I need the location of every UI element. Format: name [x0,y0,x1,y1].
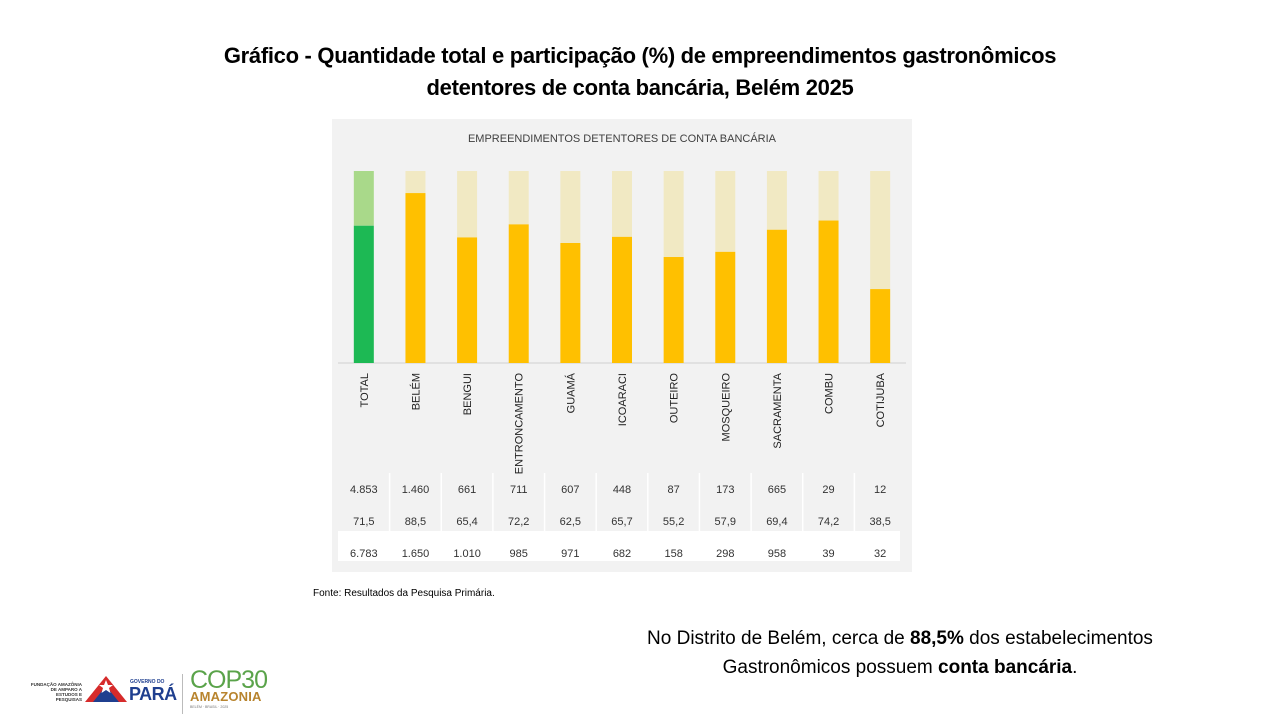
category-label-9: COMBU [824,373,836,414]
summary-bold-percent: 88,5% [910,628,964,649]
chart-inner-title: EMPREENDIMENTOS DETENTORES DE CONTA BANC… [468,132,777,145]
bar-8 [766,229,787,363]
source-note: Fonte: Resultados da Pesquisa Primária. [313,588,495,599]
table-cell-0-6: 87 [668,484,680,496]
summary-part-1: No Distrito de Belém, cerca de [647,628,910,649]
title-line-2: detentores de conta bancária, Belém 2025 [426,75,854,100]
table-row-bg-2 [338,531,900,561]
table-cell-0-2: 661 [458,484,476,496]
category-label-2: BENGUI [462,373,474,415]
para-flag-icon [85,676,127,702]
table-cell-2-7: 298 [716,548,734,560]
table-cell-2-8: 958 [768,548,786,560]
title-line-1: Gráfico - Quantidade total e participaçã… [223,43,1057,68]
bar-2 [457,237,478,363]
amazonia-logo-text: AMAZONIA [190,689,262,704]
category-label-1: BELÉM [409,373,422,410]
table-cell-1-6: 55,2 [663,516,684,528]
bar-remainder-0 [353,171,374,226]
table-cell-1-0: 71,5 [353,516,374,528]
chart-panel: EMPREENDIMENTOS DETENTORES DE CONTA BANC… [332,119,912,572]
table-cell-2-6: 158 [664,548,682,560]
table-cell-0-3: 711 [510,484,528,496]
table-cell-1-2: 65,4 [456,516,477,528]
table-cell-2-3: 985 [510,548,528,560]
category-label-8: SACRAMENTA [772,372,784,448]
table-cell-0-10: 12 [874,484,886,496]
chart-svg: EMPREENDIMENTOS DETENTORES DE CONTA BANC… [338,132,906,561]
table-cell-0-9: 29 [822,484,834,496]
category-label-0: TOTAL [359,373,371,407]
category-label-5: ICOARACI [617,373,629,426]
table-cell-2-0: 6.783 [350,548,378,560]
bar-6 [663,257,684,363]
table-cell-0-8: 665 [768,484,786,496]
summary-part-4: . [1072,657,1078,678]
logo-divider [182,674,183,714]
category-label-6: OUTEIRO [669,373,681,424]
table-cell-1-3: 72,2 [508,516,529,528]
bar-10 [870,289,891,363]
table-cell-1-4: 62,5 [560,516,581,528]
table-cell-2-4: 971 [561,548,579,560]
bar-remainder-2 [457,171,478,238]
bar-remainder-3 [508,171,529,225]
bar-remainder-4 [560,171,581,243]
summary-bold-account: conta bancária [938,657,1073,678]
bar-3 [508,224,529,363]
category-label-3: ENTRONCAMENTO [514,373,526,475]
bar-5 [612,236,632,363]
bar-remainder-10 [870,171,891,290]
table-cell-0-5: 448 [613,484,631,496]
table-cell-1-8: 69,4 [766,516,787,528]
bar-remainder-5 [612,171,632,237]
bar-9 [818,220,839,363]
category-label-10: COTIJUBA [875,372,887,427]
table-cell-0-1: 1.460 [402,484,430,496]
governo-text: GOVERNO DO [130,679,165,685]
summary-part-2: dos estabelecimentos [963,628,1153,649]
table-cell-2-5: 682 [613,548,631,560]
fapespa-logo-text: FUNDAÇÃO AMAZÔNIA DE AMPARO A ESTUDOS E … [30,682,82,702]
table-cell-2-2: 1.010 [453,548,481,560]
table-cell-2-9: 39 [822,548,834,560]
summary-line-1: No Distrito de Belém, cerca de 88,5% dos… [600,624,1200,653]
chart-title: Gráfico - Quantidade total e participaçã… [140,40,1140,104]
table-cell-1-10: 38,5 [869,516,890,528]
summary-part-3: Gastronômicos possuem [722,657,939,678]
table-cell-2-10: 32 [874,548,886,560]
bar-remainder-6 [663,171,684,258]
cop30-small-text: BELÉM · BRASIL · 2025 [190,705,229,709]
table-cell-1-9: 74,2 [818,516,839,528]
category-label-4: GUAMÁ [564,372,577,413]
table-cell-2-1: 1.650 [402,548,430,560]
para-text: PARÁ [129,684,177,704]
summary-line-2: Gastronômicos possuem conta bancária. [600,653,1200,682]
table-cell-1-7: 57,9 [715,516,736,528]
bar-remainder-1 [405,171,426,194]
table-cell-1-5: 65,7 [611,516,632,528]
summary-text: No Distrito de Belém, cerca de 88,5% dos… [600,624,1200,682]
bar-7 [715,251,736,363]
table-cell-0-0: 4.853 [350,484,378,496]
bar-4 [560,243,581,363]
table-cell-0-7: 173 [716,484,734,496]
table-cell-1-1: 88,5 [405,516,426,528]
category-label-7: MOSQUEIRO [720,373,732,442]
bar-0 [353,225,374,363]
bar-remainder-7 [715,171,736,252]
bar-1 [405,193,426,363]
cop30-logo-text: COP30 [190,666,268,694]
bar-remainder-9 [818,171,839,221]
table-cell-0-4: 607 [561,484,579,496]
footer-logos: FUNDAÇÃO AMAZÔNIA DE AMPARO A ESTUDOS E … [30,660,280,720]
bar-remainder-8 [766,171,787,230]
